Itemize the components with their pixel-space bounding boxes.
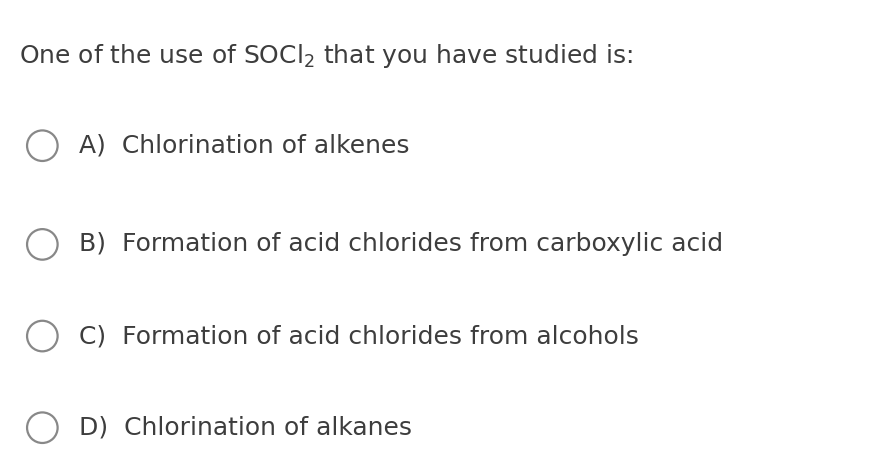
- Ellipse shape: [27, 229, 57, 260]
- Text: A)  Chlorination of alkenes: A) Chlorination of alkenes: [79, 133, 410, 158]
- Text: C)  Formation of acid chlorides from alcohols: C) Formation of acid chlorides from alco…: [79, 324, 639, 348]
- Text: One of the use of SOCl$_2$ that you have studied is:: One of the use of SOCl$_2$ that you have…: [19, 42, 633, 70]
- Text: B)  Formation of acid chlorides from carboxylic acid: B) Formation of acid chlorides from carb…: [79, 232, 723, 257]
- Ellipse shape: [27, 412, 57, 443]
- Text: D)  Chlorination of alkanes: D) Chlorination of alkanes: [79, 415, 413, 440]
- Ellipse shape: [27, 130, 57, 161]
- Ellipse shape: [27, 321, 57, 352]
